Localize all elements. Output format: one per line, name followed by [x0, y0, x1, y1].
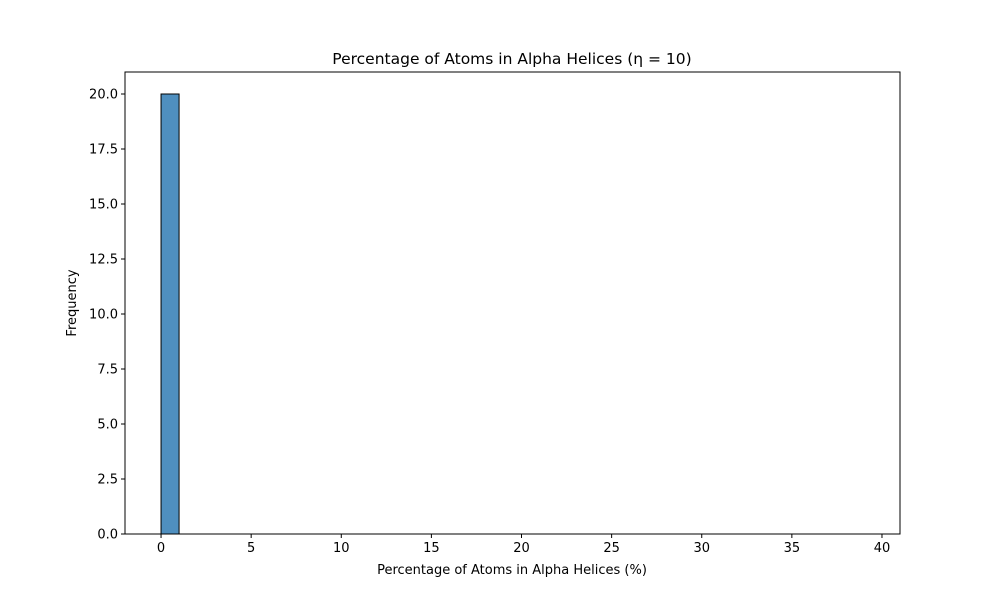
y-tick-label: 12.5	[89, 253, 118, 268]
x-axis-label: Percentage of Atoms in Alpha Helices (%)	[377, 563, 647, 578]
x-tick-label: 15	[423, 541, 440, 556]
histogram-bar	[160, 93, 180, 535]
y-axis-label: Frequency	[65, 269, 80, 336]
y-tick-label: 2.5	[97, 473, 118, 488]
x-tick-label: 35	[784, 541, 801, 556]
x-tick-label: 30	[693, 541, 710, 556]
x-tick-label: 0	[157, 541, 165, 556]
x-tick-label: 25	[603, 541, 620, 556]
plot-area: 0 5 10 15 20 25 30 35 40 0.0 2.5 5.0 7.5 10.0 12.5 15.0…	[89, 71, 901, 556]
y-tick-label: 5.0	[97, 418, 118, 433]
y-tick-label: 10.0	[89, 308, 118, 323]
y-tick-label: 15.0	[89, 198, 118, 213]
x-tick-label: 5	[247, 541, 255, 556]
y-tick-label: 20.0	[89, 88, 118, 103]
y-tick-label: 17.5	[89, 143, 118, 158]
y-tick-label: 7.5	[97, 363, 118, 378]
x-tick-label: 10	[333, 541, 350, 556]
axes-frame	[124, 71, 901, 535]
x-tick-label: 20	[513, 541, 530, 556]
chart-title: Percentage of Atoms in Alpha Helices (η …	[332, 50, 691, 68]
x-tick-label: 40	[874, 541, 891, 556]
y-tick-label: 0.0	[97, 528, 118, 543]
